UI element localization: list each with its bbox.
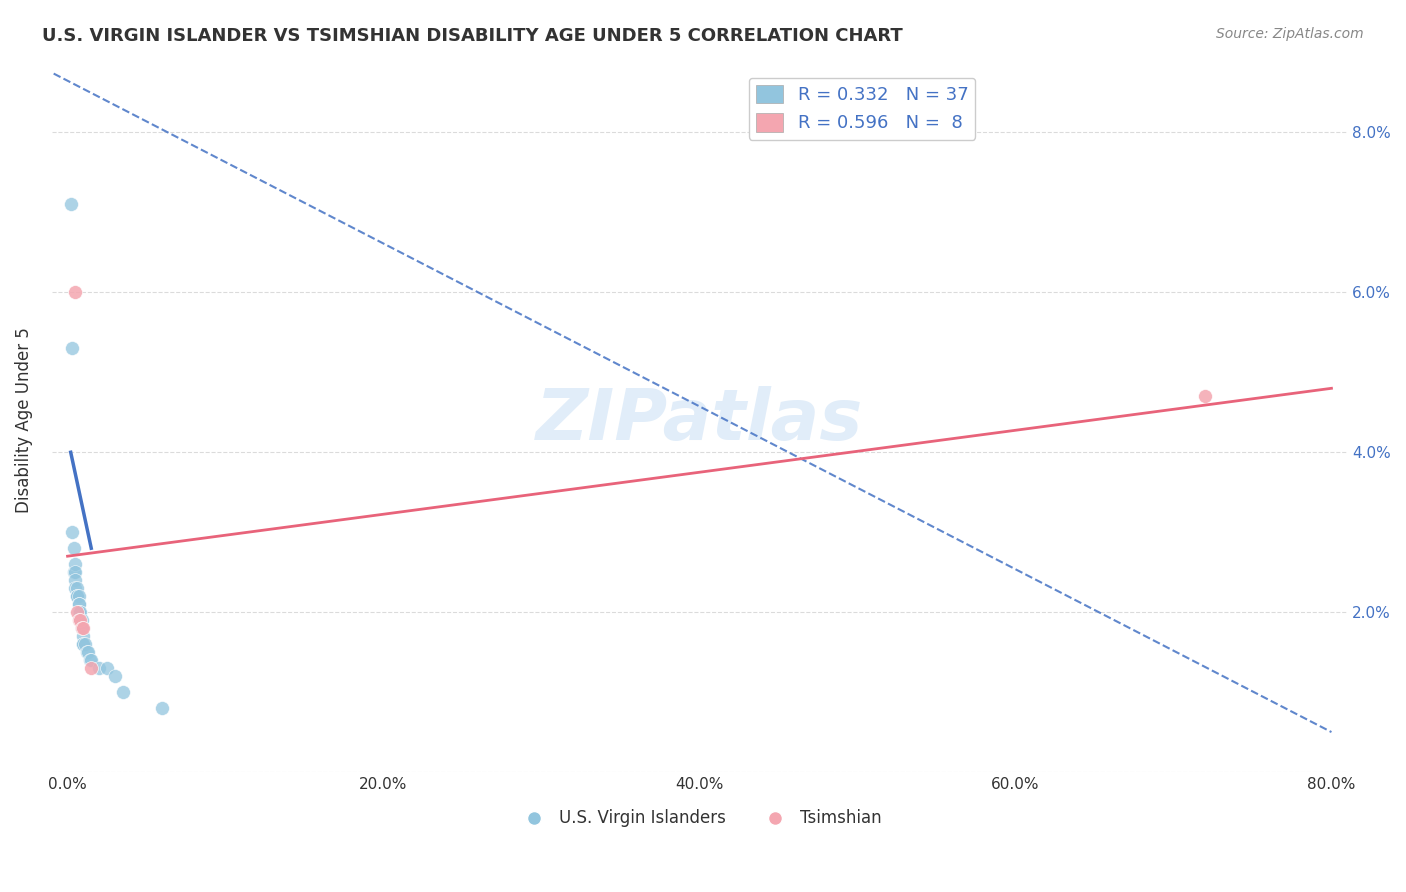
Point <box>111 685 134 699</box>
Point <box>59 197 82 211</box>
Point <box>1194 389 1216 403</box>
Point <box>66 581 89 595</box>
Point <box>72 621 94 635</box>
Point <box>80 653 103 667</box>
Point <box>80 661 103 675</box>
Point <box>96 661 118 675</box>
Point <box>79 653 101 667</box>
Point <box>76 645 98 659</box>
Point <box>67 605 90 619</box>
Point <box>60 525 83 540</box>
Point <box>89 661 111 675</box>
Point <box>67 605 90 619</box>
Point <box>73 637 96 651</box>
Point <box>63 565 86 579</box>
Point <box>65 285 87 300</box>
Point <box>72 637 94 651</box>
Text: U.S. VIRGIN ISLANDER VS TSIMSHIAN DISABILITY AGE UNDER 5 CORRELATION CHART: U.S. VIRGIN ISLANDER VS TSIMSHIAN DISABI… <box>42 27 903 45</box>
Point <box>65 565 87 579</box>
Point <box>67 597 90 611</box>
Y-axis label: Disability Age Under 5: Disability Age Under 5 <box>15 327 32 513</box>
Point <box>77 645 100 659</box>
Point <box>66 589 89 603</box>
Point <box>65 581 87 595</box>
Point <box>69 613 91 627</box>
Text: Source: ZipAtlas.com: Source: ZipAtlas.com <box>1216 27 1364 41</box>
Point <box>66 589 89 603</box>
Point <box>70 613 93 627</box>
Point <box>65 557 87 571</box>
Point <box>67 613 90 627</box>
Point <box>72 637 94 651</box>
Point <box>69 613 91 627</box>
Point <box>104 669 127 683</box>
Point <box>70 621 93 635</box>
Point <box>150 701 173 715</box>
Point <box>65 573 87 587</box>
Point <box>69 605 91 619</box>
Point <box>70 621 93 635</box>
Point <box>72 629 94 643</box>
Text: ZIPatlas: ZIPatlas <box>536 385 863 455</box>
Point <box>70 621 93 635</box>
Point <box>63 541 86 556</box>
Point <box>69 613 91 627</box>
Point <box>66 605 89 619</box>
Point <box>69 613 91 627</box>
Point <box>67 589 90 603</box>
Legend: U.S. Virgin Islanders, Tsimshian: U.S. Virgin Islanders, Tsimshian <box>510 803 889 834</box>
Point <box>60 342 83 356</box>
Point <box>67 597 90 611</box>
